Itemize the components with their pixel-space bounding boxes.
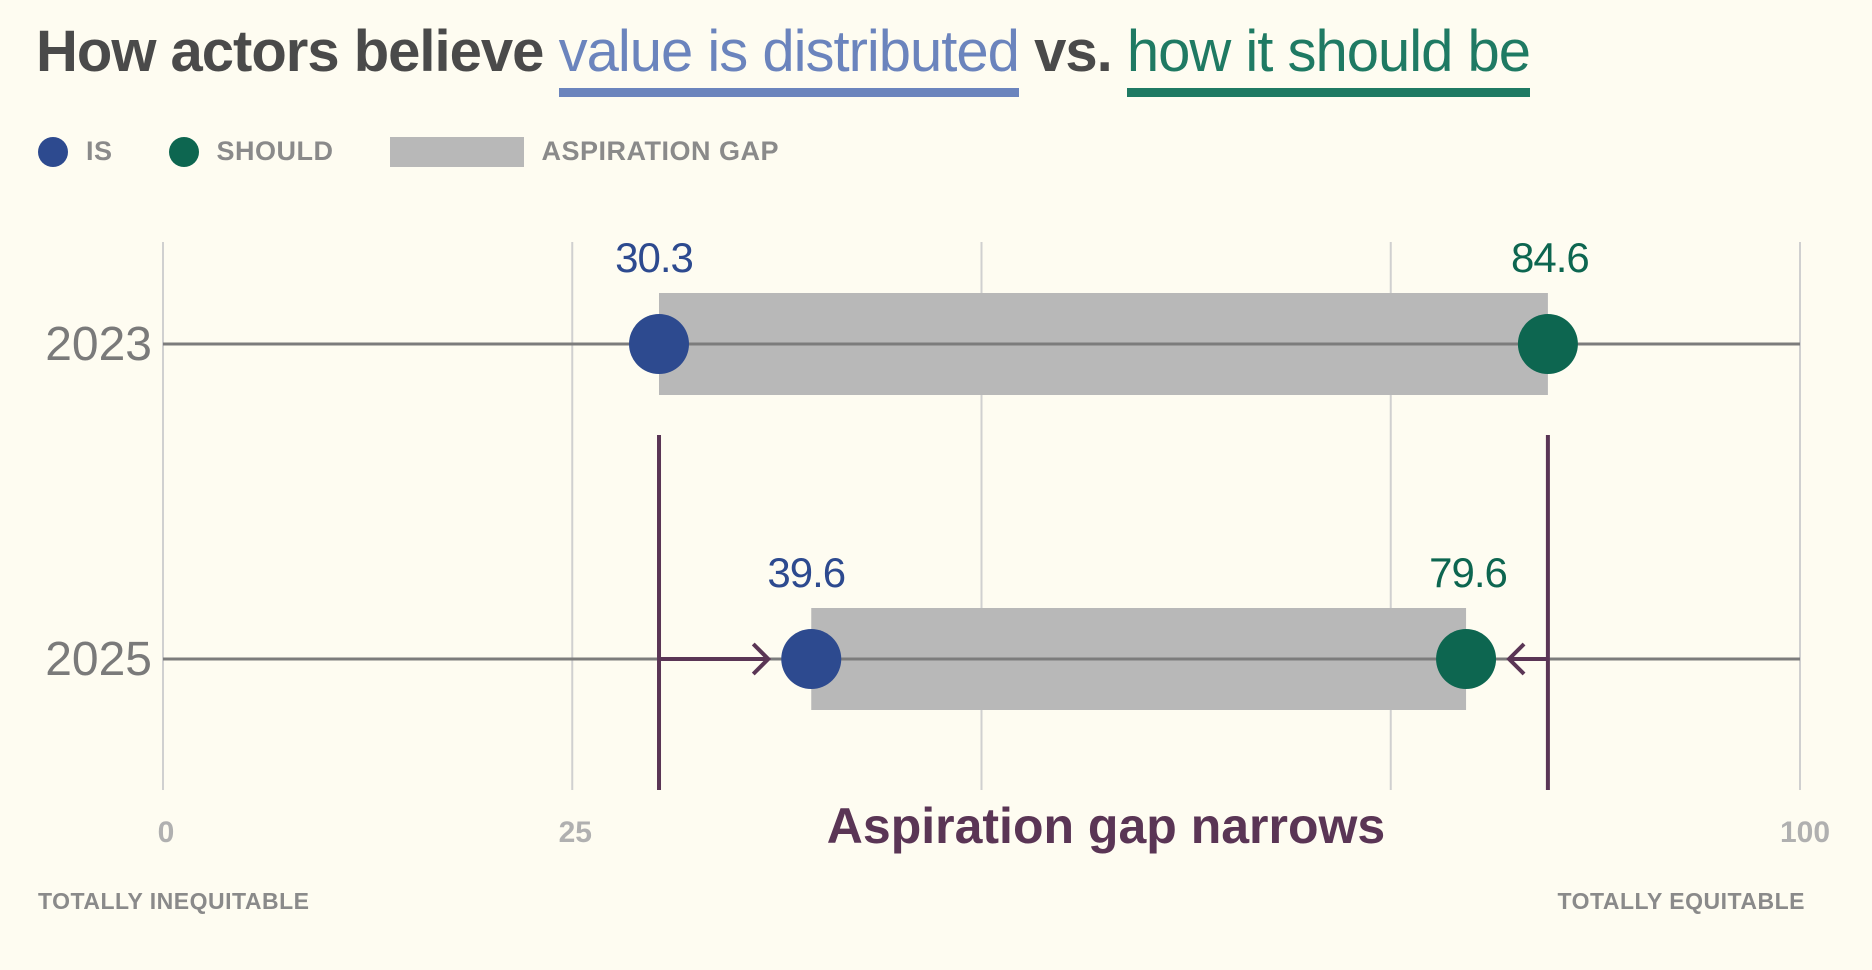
x-tick-label: 0 (158, 816, 175, 849)
should-value-label: 79.6 (1429, 549, 1507, 596)
legend-gap-swatch (389, 136, 524, 167)
arrow-right-head (1506, 642, 1526, 676)
is-point (629, 314, 690, 374)
should-point (1517, 314, 1578, 374)
legend-is-marker (38, 136, 68, 167)
chart-title: How actors believe value is distributed … (36, 18, 1531, 97)
is-point (781, 629, 842, 689)
title-mid: vs. (1034, 19, 1113, 84)
legend-is-label: IS (86, 136, 113, 166)
should-point (1436, 629, 1497, 689)
arrow-left-head (751, 642, 772, 676)
is-value-label: 30.3 (615, 234, 693, 281)
x-tick-label: 25 (559, 816, 592, 849)
legend-gap-label: ASPIRATION GAP (541, 136, 780, 166)
legend-item-is: IS (38, 136, 113, 167)
annotation-text: Aspiration gap narrows (827, 798, 1385, 854)
legend-should-label: SHOULD (216, 136, 334, 166)
legend-item-gap: ASPIRATION GAP (389, 136, 780, 167)
legend-item-should: SHOULD (168, 136, 334, 167)
legend: IS SHOULD ASPIRATION GAP (38, 136, 835, 167)
is-value-label: 39.6 (767, 549, 845, 596)
title-prefix: How actors believe (36, 19, 544, 84)
x-end-label-right: TOTALLY EQUITABLE (1558, 888, 1805, 914)
title-should-phrase: how it should be (1126, 19, 1531, 97)
row-label: 2025 (45, 633, 152, 686)
should-value-label: 84.6 (1511, 234, 1589, 281)
title-is-phrase: value is distributed (558, 19, 1020, 97)
row-label: 2023 (45, 318, 152, 371)
x-end-label-left: TOTALLY INEQUITABLE (38, 888, 309, 914)
legend-should-marker (168, 136, 199, 167)
x-tick-label: 100 (1780, 816, 1830, 849)
